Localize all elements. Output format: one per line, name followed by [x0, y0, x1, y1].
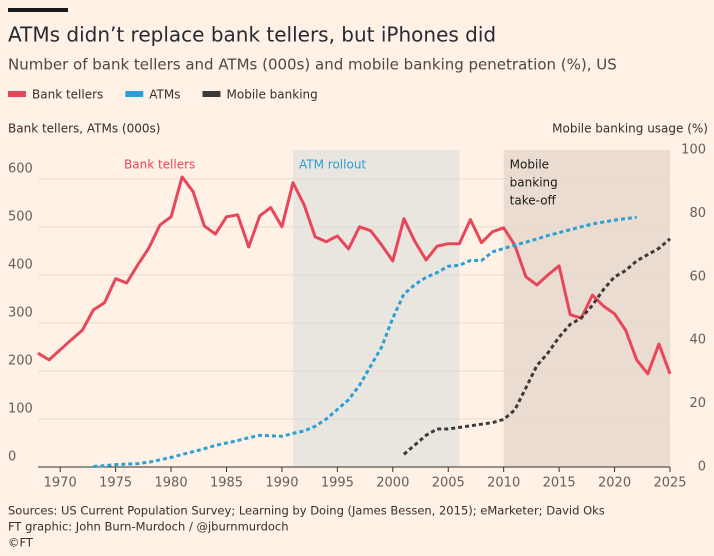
x-tick-label: 1970	[44, 476, 77, 491]
y2-tick-label: 80	[689, 206, 706, 221]
chart-subtitle: Number of bank tellers and ATMs (000s) a…	[8, 56, 617, 74]
y-axis-title: Bank tellers, ATMs (000s)	[8, 122, 160, 136]
y-tick-label: 0	[8, 450, 16, 465]
y2-tick-label: 0	[698, 460, 706, 475]
x-tick-label: 1980	[155, 476, 188, 491]
y2-tick-label: 100	[681, 143, 706, 158]
y-tick-label: 500	[8, 209, 33, 224]
legend-swatch	[202, 91, 221, 97]
ft-bar	[8, 8, 68, 12]
source-note: ©FT	[8, 536, 34, 550]
x-tick-label: 1975	[99, 476, 132, 491]
series-label: Bank tellers	[124, 158, 195, 172]
x-tick-label: 2020	[598, 476, 631, 491]
band-label: ATM rollout	[299, 158, 366, 172]
x-tick-label: 2005	[432, 476, 465, 491]
x-tick-label: 2015	[543, 476, 576, 491]
band-label: banking	[510, 176, 558, 190]
x-tick-label: 2000	[376, 476, 409, 491]
series-line	[93, 215, 637, 468]
chart-title: ATMs didn’t replace bank tellers, but iP…	[8, 23, 496, 47]
legend-swatch	[8, 91, 26, 97]
y2-tick-label: 60	[689, 269, 706, 284]
y2-tick-label: 20	[689, 396, 706, 411]
series-line	[402, 237, 671, 456]
x-tick-label: 1995	[321, 476, 354, 491]
legend-swatch	[125, 91, 144, 97]
x-tick-label: 2010	[487, 476, 520, 491]
series-line	[37, 175, 672, 376]
y-tick-label: 600	[8, 161, 33, 176]
y-tick-label: 100	[8, 401, 33, 416]
source-note: FT graphic: John Burn-Murdoch / @jburnmu…	[8, 520, 289, 534]
legend-label: Mobile banking	[227, 88, 318, 102]
x-tick-label: 1985	[210, 476, 243, 491]
y-tick-label: 300	[8, 305, 33, 320]
band-label: Mobile	[510, 158, 549, 172]
y2-tick-label: 40	[689, 333, 706, 348]
y2-axis-title: Mobile banking usage (%)	[552, 122, 708, 136]
y-tick-label: 200	[8, 353, 33, 368]
y-tick-label: 400	[8, 257, 33, 272]
shaded-band	[293, 150, 460, 467]
band-label: take-off	[510, 194, 557, 208]
x-tick-label: 1990	[265, 476, 298, 491]
x-tick-label: 2025	[653, 476, 686, 491]
source-note: Sources: US Current Population Survey; L…	[8, 504, 605, 518]
legend-label: Bank tellers	[32, 88, 103, 102]
legend-label: ATMs	[149, 88, 180, 102]
